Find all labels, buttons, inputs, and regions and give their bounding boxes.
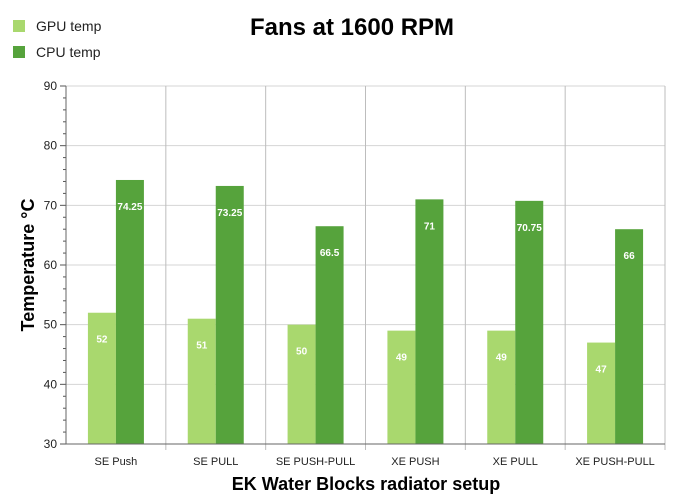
data-label-cpu: 66.5 xyxy=(320,248,340,259)
x-category-label: SE PUSH-PULL xyxy=(276,456,355,468)
bar-cpu-temp xyxy=(415,199,444,444)
data-label-cpu: 73.25 xyxy=(217,208,242,219)
chart-title: Fans at 1600 RPM xyxy=(250,14,454,41)
data-label-gpu: 49 xyxy=(396,353,408,364)
axes xyxy=(60,85,665,445)
bar-gpu-temp xyxy=(187,318,216,444)
y-tick-label: 60 xyxy=(44,258,58,272)
data-label-cpu: 70.75 xyxy=(517,223,542,234)
grid xyxy=(66,85,666,450)
x-category-label: SE Push xyxy=(95,456,138,468)
bar-cpu-temp xyxy=(515,200,544,444)
x-category-label: SE PULL xyxy=(193,456,238,468)
y-tick-label: 40 xyxy=(44,377,58,391)
bar-cpu-temp xyxy=(615,229,644,444)
data-label-cpu: 66 xyxy=(624,251,636,262)
legend-swatch-cpu xyxy=(13,46,25,58)
x-category-label: XE PULL xyxy=(493,456,538,468)
tick-labels: 30 40 50 60 70 80 90 xyxy=(44,79,58,451)
y-axis-title: Temperature °C xyxy=(18,199,38,332)
bar-cpu-temp xyxy=(115,179,144,444)
x-category-label: XE PUSH-PULL xyxy=(575,456,654,468)
bar-gpu-temp xyxy=(487,330,516,444)
data-label-gpu: 52 xyxy=(96,335,108,346)
y-tick-label: 50 xyxy=(44,318,58,332)
data-labels: 52 74.25 51 73.25 50 66.5 49 71 49 70.75 47 66 xyxy=(96,202,635,376)
bar-cpu-temp xyxy=(315,226,344,444)
legend: GPU temp CPU temp xyxy=(13,18,102,60)
y-tick-label: 30 xyxy=(44,437,58,451)
data-label-gpu: 47 xyxy=(596,365,608,376)
bar-gpu-temp xyxy=(387,330,416,444)
data-label-gpu: 50 xyxy=(296,347,308,358)
bar-cpu-temp xyxy=(215,185,244,445)
bars xyxy=(87,179,644,445)
y-tick-label: 80 xyxy=(44,139,58,153)
legend-label-gpu: GPU temp xyxy=(36,18,102,34)
data-label-gpu: 51 xyxy=(196,341,208,352)
category-labels: SE Push SE PULL SE PUSH-PULL XE PUSH XE PULL… xyxy=(95,456,655,468)
x-axis-title: EK Water Blocks radiator setup xyxy=(232,474,500,494)
y-tick-label: 90 xyxy=(44,79,58,93)
data-label-cpu: 74.25 xyxy=(117,202,142,213)
bar-gpu-temp xyxy=(587,342,616,444)
legend-swatch-gpu xyxy=(13,20,25,32)
legend-label-cpu: CPU temp xyxy=(36,44,101,60)
data-label-cpu: 71 xyxy=(424,221,436,232)
x-category-label: XE PUSH xyxy=(391,456,439,468)
bar-gpu-temp xyxy=(287,324,316,444)
data-label-gpu: 49 xyxy=(496,353,508,364)
y-tick-label: 70 xyxy=(44,198,58,212)
bar-gpu-temp xyxy=(87,312,116,444)
